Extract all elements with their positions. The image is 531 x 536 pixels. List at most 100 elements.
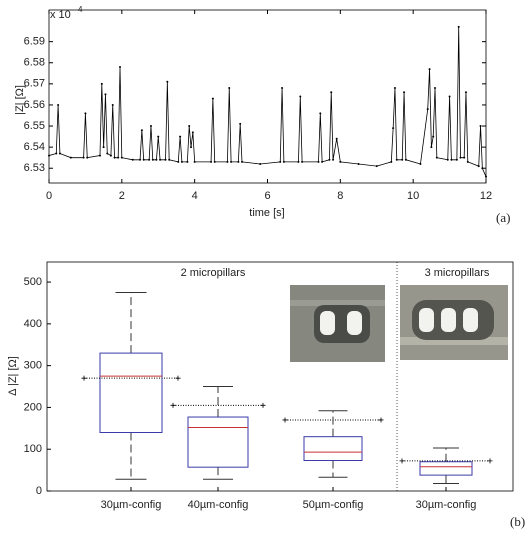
data-point [446,158,449,161]
data-point [177,160,180,163]
data-point [210,160,213,163]
data-point [109,154,112,157]
data-point [120,156,123,159]
y-axis-label: |Z| [Ω] [14,85,26,115]
y-tick-label: 6.58 [24,57,45,69]
data-point [319,112,322,115]
data-point [98,154,101,157]
data-point [57,103,60,106]
box [303,436,363,461]
data-point [58,152,61,155]
data-point [485,175,487,178]
data-point [426,108,429,111]
data-point [459,156,462,159]
data-point [450,158,453,161]
data-point [106,152,109,155]
data-point [317,160,320,163]
x-tick-label: 8 [337,190,343,202]
data-point [419,163,422,166]
y-tick-label: 0 [36,485,42,497]
data-point [301,160,304,163]
data-point [149,125,152,128]
x-tick-label: 0 [46,190,52,202]
x-tick-label: 10 [407,190,419,202]
mean-end [399,458,405,464]
data-point [159,158,162,161]
data-point [140,129,143,132]
data-point [477,165,480,168]
x-tick-label: 30µm-config [416,499,477,511]
data-point [151,158,154,161]
data-point [279,160,282,163]
data-point [321,160,324,163]
data-point [228,87,231,90]
data-point [166,80,169,83]
x-axis-label: time [s] [249,207,284,219]
data-point [102,146,105,149]
data-point [117,156,120,159]
data-point [157,135,160,138]
data-point [84,112,87,115]
data-point [339,160,342,163]
data-point [466,160,469,163]
y-tick-label: 400 [24,318,42,330]
data-point [111,103,114,106]
data-point [186,160,189,163]
mean-end [378,417,384,423]
data-point [148,158,151,161]
data-point [393,87,396,90]
data-point [464,91,467,94]
panel-label: (b) [510,514,525,529]
box [419,461,473,476]
data-point [259,163,262,166]
box [99,352,163,433]
data-point [463,156,466,159]
x-tick-label: 12 [480,190,492,202]
data-point [481,167,484,170]
data-point [191,131,194,134]
data-point [448,95,451,98]
data-point [188,125,191,128]
data-point [164,158,167,161]
x-tick-label: 50µm-config [303,499,364,511]
data-point [430,146,433,149]
data-point [131,158,134,161]
y-tick-label: 500 [24,276,42,288]
data-point [479,125,482,128]
data-point [401,158,404,161]
data-point [375,165,378,168]
data-point [297,160,300,163]
mean-end [170,402,176,408]
data-point [155,158,158,161]
data-point [179,135,182,138]
x-tick-label: 6 [264,190,270,202]
data-point [239,122,242,125]
mean-end [260,402,266,408]
annotation: 2 micropillars [181,267,246,279]
data-point [104,93,107,96]
data-point [142,158,145,161]
data-point [139,158,142,161]
data-point [455,158,458,161]
mean-end [175,375,181,381]
data-point [332,158,335,161]
mean-end [282,417,288,423]
micrograph-2-pillars [290,285,385,362]
y-tick-label: 300 [24,360,42,372]
data-point [168,158,171,161]
impedance-line [48,26,487,177]
data-point [335,137,338,140]
data-point [241,160,244,163]
y-tick-label: 6.54 [24,141,45,153]
data-point [281,87,284,90]
data-point [428,68,431,71]
data-point [435,156,438,159]
data-point [392,127,395,130]
x-tick-label: 30µm-config [101,499,162,511]
y-tick-label: 6.53 [24,162,45,174]
y-tick-label: 6.56 [24,99,45,111]
data-point [193,160,196,163]
data-point [299,95,302,98]
data-point [211,97,214,100]
